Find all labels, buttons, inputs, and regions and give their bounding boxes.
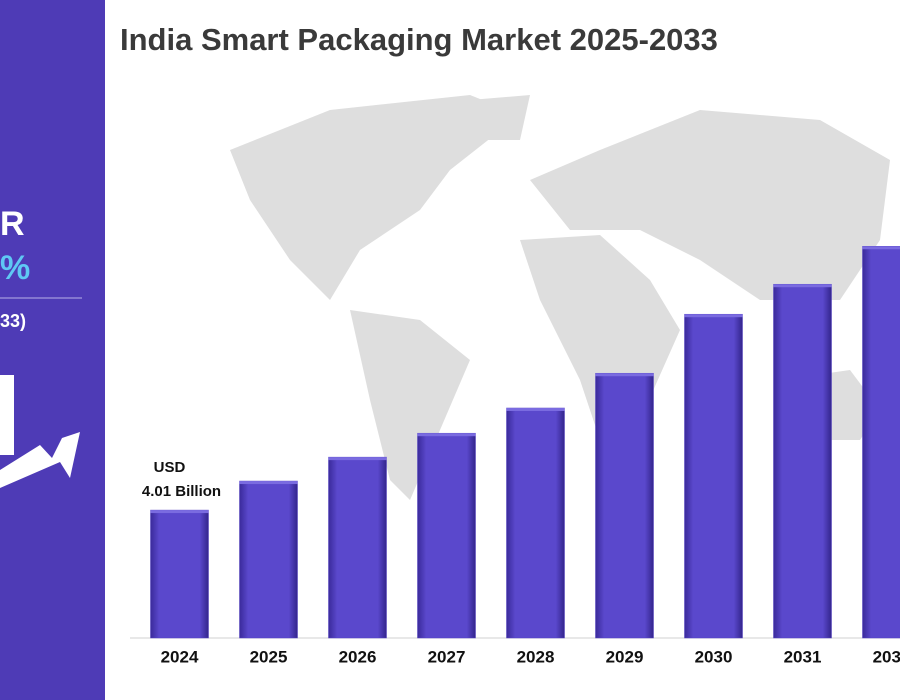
- bar-top: [506, 408, 565, 412]
- x-tick-label: 2028: [517, 647, 555, 666]
- side-text: %: [0, 249, 30, 287]
- data-label-line: USD: [154, 459, 186, 476]
- data-label: USD 4.01 Billion: [142, 459, 221, 500]
- data-label-line: 4.01 Billion: [142, 483, 221, 500]
- bar: [328, 456, 387, 639]
- chart-title: India Smart Packaging Market 2025-2033: [120, 22, 718, 57]
- bar: [150, 509, 209, 639]
- bar: [684, 313, 743, 639]
- x-tick-label: 2029: [606, 647, 644, 666]
- bar-top: [239, 481, 298, 485]
- bar: [239, 480, 298, 639]
- x-tick-label: 2025: [250, 647, 288, 666]
- x-tick-label: 2030: [695, 647, 733, 666]
- bar: [773, 283, 832, 639]
- side-text: 33): [0, 311, 26, 331]
- bar-top: [150, 510, 209, 514]
- side-panel: [0, 0, 105, 700]
- bar-top: [684, 314, 743, 318]
- x-tick-label: 2031: [784, 647, 822, 666]
- x-tick-label: 2024: [161, 647, 199, 666]
- bar: [417, 432, 476, 639]
- side-text: R: [0, 205, 25, 243]
- bar-top: [417, 433, 476, 437]
- bar-top: [862, 246, 900, 250]
- x-tick-label: 2032: [873, 647, 900, 666]
- bar-top: [328, 457, 387, 461]
- growth-icon: [0, 375, 80, 488]
- bar-top: [595, 373, 654, 377]
- x-tick-label: 2026: [339, 647, 377, 666]
- world-map: [230, 95, 890, 500]
- bar: [595, 372, 654, 639]
- bar: [506, 407, 565, 639]
- bar: [862, 246, 900, 639]
- bar-top: [773, 284, 832, 288]
- x-tick-label: 2027: [428, 647, 466, 666]
